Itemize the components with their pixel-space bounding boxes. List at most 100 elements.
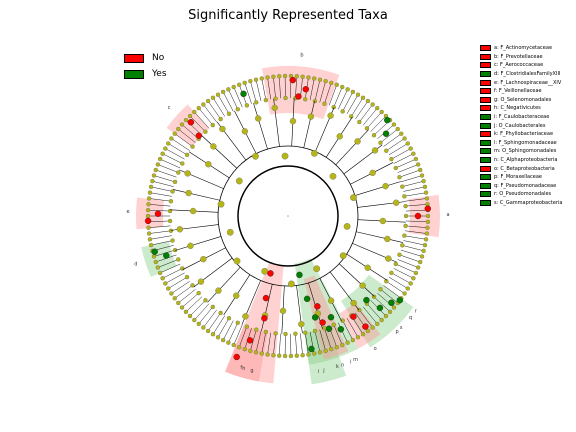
internal-node <box>336 133 343 140</box>
taxa-legend-label: d: F_ClostridialesFamilyXIII <box>494 71 561 78</box>
band-letter-s: s <box>400 325 403 331</box>
inner-leaf-node <box>312 328 318 334</box>
internal-branch <box>303 100 315 148</box>
significant-node-no <box>267 270 274 277</box>
taxa-legend-label: f: F_Veillonellaceae <box>494 88 542 95</box>
leaf-node <box>424 196 430 201</box>
leaf-node <box>312 351 317 356</box>
leaf-branch <box>185 296 203 313</box>
inner-leaf-node <box>389 270 394 275</box>
taxa-legend-item-g: g: O_Selenomonadales <box>480 96 562 105</box>
significant-node-yes <box>163 252 170 259</box>
phylum-node <box>217 200 225 208</box>
internal-branch <box>207 266 241 303</box>
phylum-node <box>281 152 289 160</box>
band-letter-l: l <box>350 359 351 365</box>
leaf-node <box>402 291 407 296</box>
phylum-node <box>311 149 318 157</box>
green-highlight-band <box>340 274 414 348</box>
leaf-node <box>334 82 339 87</box>
leaf-node <box>329 80 334 86</box>
leaf-node <box>306 75 311 80</box>
significant-node-yes <box>376 304 384 312</box>
leaf-branch <box>171 138 190 151</box>
leaf-node <box>242 346 247 352</box>
taxa-legend-label: i: F_Caulobacteraceae <box>494 114 550 121</box>
leaf-branch <box>233 86 243 108</box>
inner-leaf-node <box>371 133 377 138</box>
leaf-node <box>340 84 345 90</box>
phylum-node <box>343 223 351 230</box>
taxa-legend-swatch <box>480 157 491 164</box>
leaf-branch <box>300 333 303 356</box>
leaf-branch <box>363 107 378 126</box>
leaf-branch <box>250 81 257 103</box>
significant-node-no <box>144 217 152 225</box>
inner-leaf-node <box>340 109 345 114</box>
taxa-legend-label: r: O_Pseudomonadales <box>494 191 552 198</box>
significant-node-no <box>246 337 254 344</box>
internal-node <box>241 128 249 135</box>
leaf-branch <box>399 254 421 263</box>
leaf-node <box>148 184 154 190</box>
leaf-branch <box>324 328 332 350</box>
clade-ring <box>237 165 339 267</box>
taxa-legend-swatch <box>480 105 491 112</box>
band-letter-b: b <box>300 53 303 59</box>
inner-leaf-node <box>168 199 174 204</box>
green-highlight-band <box>141 241 177 278</box>
leaf-node <box>146 225 151 230</box>
inner-leaf-node <box>384 279 389 284</box>
leaf-branch <box>405 204 428 207</box>
significant-node-no <box>302 86 310 93</box>
internal-branch <box>253 103 268 150</box>
red-highlight-band <box>261 66 340 120</box>
leaf-branch <box>319 329 326 351</box>
leaf-branch <box>397 259 419 268</box>
legend-item-yes: Yes <box>124 66 167 82</box>
taxa-legend-swatch <box>480 174 491 181</box>
internal-node <box>289 117 297 125</box>
inner-leaf-node <box>403 203 408 209</box>
taxa-legend-swatch <box>480 148 491 155</box>
taxa-legend-item-i: i: F_Caulobacteraceae <box>480 113 562 122</box>
internal-node <box>350 299 357 307</box>
leaf-branch <box>255 79 262 102</box>
significant-node-yes <box>240 90 247 98</box>
leaf-branch <box>153 175 176 183</box>
band-letter-d: d <box>134 261 137 267</box>
leaf-branch <box>149 198 171 202</box>
leaf-node <box>329 346 334 352</box>
leaf-branch <box>207 100 221 120</box>
internal-node <box>271 104 278 111</box>
leaf-branch <box>222 320 234 341</box>
leaf-branch <box>405 230 427 234</box>
leaf-node <box>300 74 305 79</box>
inner-leaf-node <box>167 218 173 224</box>
leaf-branch <box>366 111 382 129</box>
leaf-branch <box>393 268 414 279</box>
leaf-branch <box>189 300 206 317</box>
green-highlight-band <box>294 258 359 365</box>
phylum-node <box>226 228 234 236</box>
leaf-node <box>345 340 350 345</box>
leaf-node <box>157 156 163 162</box>
leaf-node <box>160 151 165 156</box>
phylum-node <box>313 265 321 273</box>
leaf-node <box>271 353 276 358</box>
leaf-node <box>163 146 168 151</box>
significant-node-no <box>261 315 268 322</box>
leaf-node <box>179 122 185 127</box>
leaf-node <box>411 151 416 156</box>
leaf-node <box>192 317 197 323</box>
internal-node <box>205 161 212 168</box>
leaf-node <box>391 305 397 310</box>
inner-leaf-node <box>389 157 394 162</box>
significant-node-no <box>414 212 422 220</box>
internal-branch <box>201 135 238 169</box>
leaf-branch <box>278 333 281 356</box>
leaf-node <box>300 353 305 358</box>
leaf-branch <box>148 204 171 207</box>
leaf-branch <box>404 235 427 240</box>
leaf-node <box>187 313 193 319</box>
